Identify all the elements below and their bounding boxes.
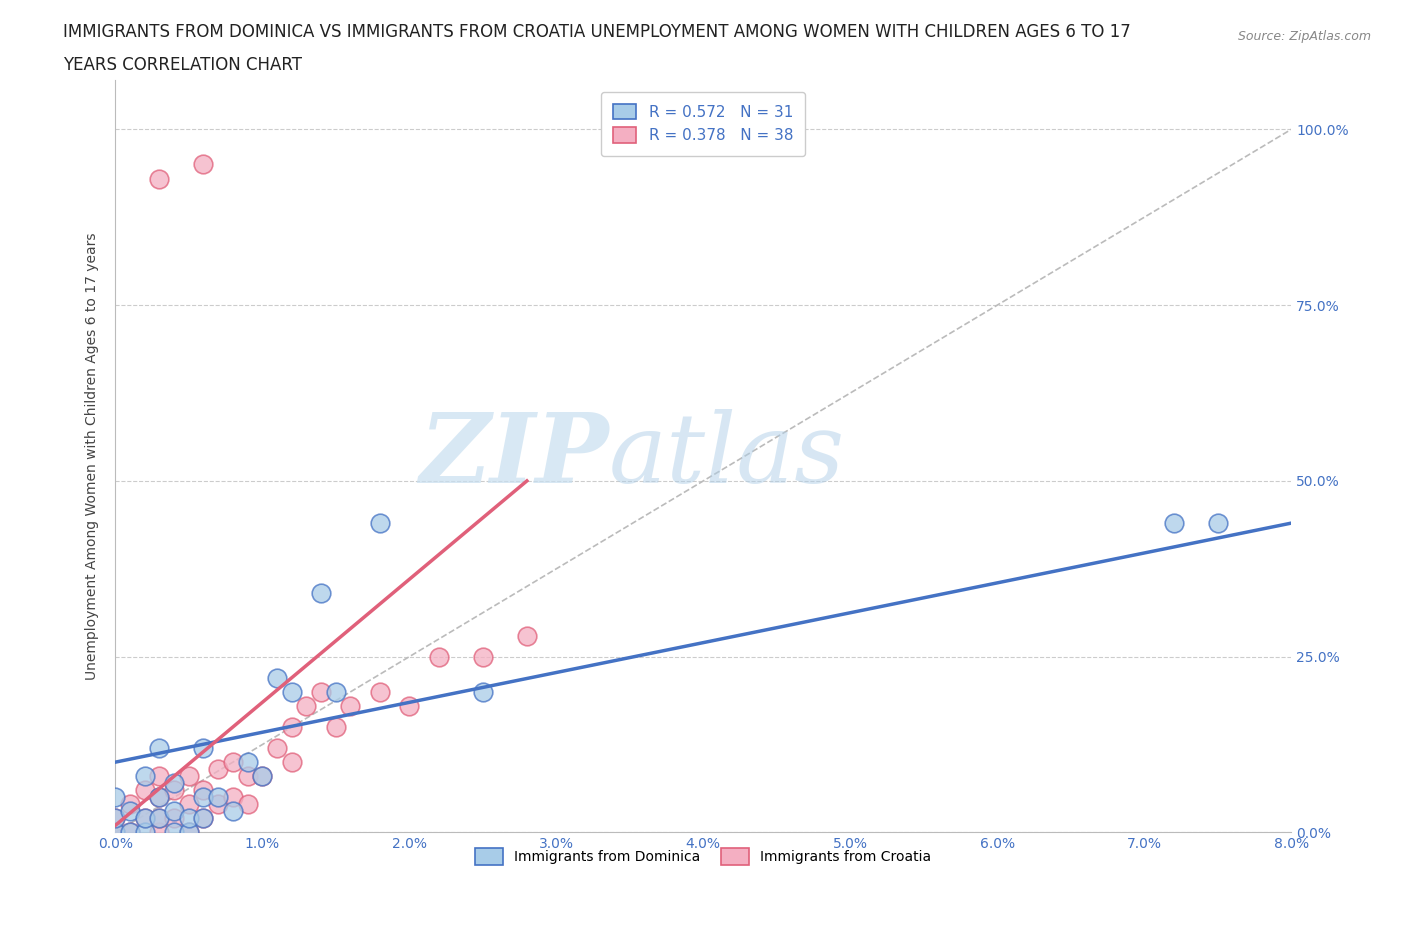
Point: [134, 811, 156, 826]
Point: [134, 825, 156, 840]
Point: [148, 740, 170, 755]
Point: [236, 797, 259, 812]
Point: [118, 825, 141, 840]
Point: [163, 783, 186, 798]
Point: [148, 825, 170, 840]
Point: [177, 797, 200, 812]
Point: [193, 790, 215, 804]
Text: atlas: atlas: [609, 409, 845, 503]
Point: [252, 769, 274, 784]
Point: [222, 804, 245, 818]
Point: [134, 769, 156, 784]
Point: [148, 790, 170, 804]
Point: [148, 171, 170, 186]
Point: [252, 769, 274, 784]
Point: [104, 811, 127, 826]
Point: [148, 769, 170, 784]
Point: [148, 811, 170, 826]
Point: [207, 797, 229, 812]
Point: [193, 783, 215, 798]
Point: [266, 740, 288, 755]
Point: [104, 811, 127, 826]
Point: [134, 811, 156, 826]
Point: [104, 825, 127, 840]
Point: [193, 157, 215, 172]
Point: [471, 649, 494, 664]
Point: [118, 804, 141, 818]
Point: [207, 762, 229, 777]
Point: [148, 790, 170, 804]
Point: [280, 720, 302, 735]
Point: [309, 684, 332, 699]
Point: [104, 825, 127, 840]
Legend: Immigrants from Dominica, Immigrants from Croatia: Immigrants from Dominica, Immigrants fro…: [470, 843, 936, 870]
Point: [325, 684, 347, 699]
Point: [104, 790, 127, 804]
Point: [236, 755, 259, 770]
Text: YEARS CORRELATION CHART: YEARS CORRELATION CHART: [63, 56, 302, 73]
Point: [368, 515, 391, 530]
Y-axis label: Unemployment Among Women with Children Ages 6 to 17 years: Unemployment Among Women with Children A…: [86, 232, 100, 680]
Point: [222, 755, 245, 770]
Text: ZIP: ZIP: [419, 409, 609, 503]
Point: [309, 586, 332, 601]
Point: [325, 720, 347, 735]
Point: [516, 628, 538, 643]
Point: [163, 804, 186, 818]
Point: [177, 811, 200, 826]
Point: [177, 825, 200, 840]
Point: [1206, 515, 1229, 530]
Point: [280, 684, 302, 699]
Point: [163, 825, 186, 840]
Point: [134, 783, 156, 798]
Point: [471, 684, 494, 699]
Point: [163, 811, 186, 826]
Point: [398, 698, 420, 713]
Point: [280, 755, 302, 770]
Point: [1163, 515, 1185, 530]
Text: Source: ZipAtlas.com: Source: ZipAtlas.com: [1237, 30, 1371, 43]
Point: [368, 684, 391, 699]
Text: IMMIGRANTS FROM DOMINICA VS IMMIGRANTS FROM CROATIA UNEMPLOYMENT AMONG WOMEN WIT: IMMIGRANTS FROM DOMINICA VS IMMIGRANTS F…: [63, 23, 1130, 41]
Point: [163, 776, 186, 790]
Point: [222, 790, 245, 804]
Point: [207, 790, 229, 804]
Point: [193, 740, 215, 755]
Point: [177, 825, 200, 840]
Point: [193, 811, 215, 826]
Point: [148, 811, 170, 826]
Point: [339, 698, 361, 713]
Point: [427, 649, 450, 664]
Point: [266, 671, 288, 685]
Point: [118, 797, 141, 812]
Point: [118, 825, 141, 840]
Point: [193, 811, 215, 826]
Point: [177, 769, 200, 784]
Point: [295, 698, 318, 713]
Point: [236, 769, 259, 784]
